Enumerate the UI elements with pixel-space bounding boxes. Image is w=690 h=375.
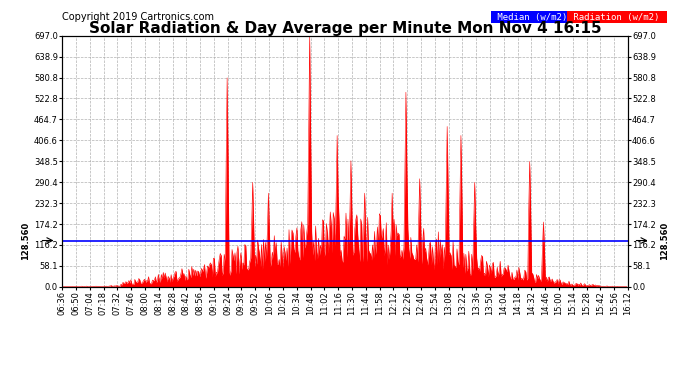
- Text: Median (w/m2): Median (w/m2): [492, 13, 573, 22]
- Text: 128.560: 128.560: [660, 221, 669, 260]
- Text: 128.560: 128.560: [21, 221, 30, 260]
- Title: Solar Radiation & Day Average per Minute Mon Nov 4 16:15: Solar Radiation & Day Average per Minute…: [89, 21, 601, 36]
- Text: Copyright 2019 Cartronics.com: Copyright 2019 Cartronics.com: [62, 12, 214, 22]
- Text: Radiation (w/m2): Radiation (w/m2): [569, 13, 665, 22]
